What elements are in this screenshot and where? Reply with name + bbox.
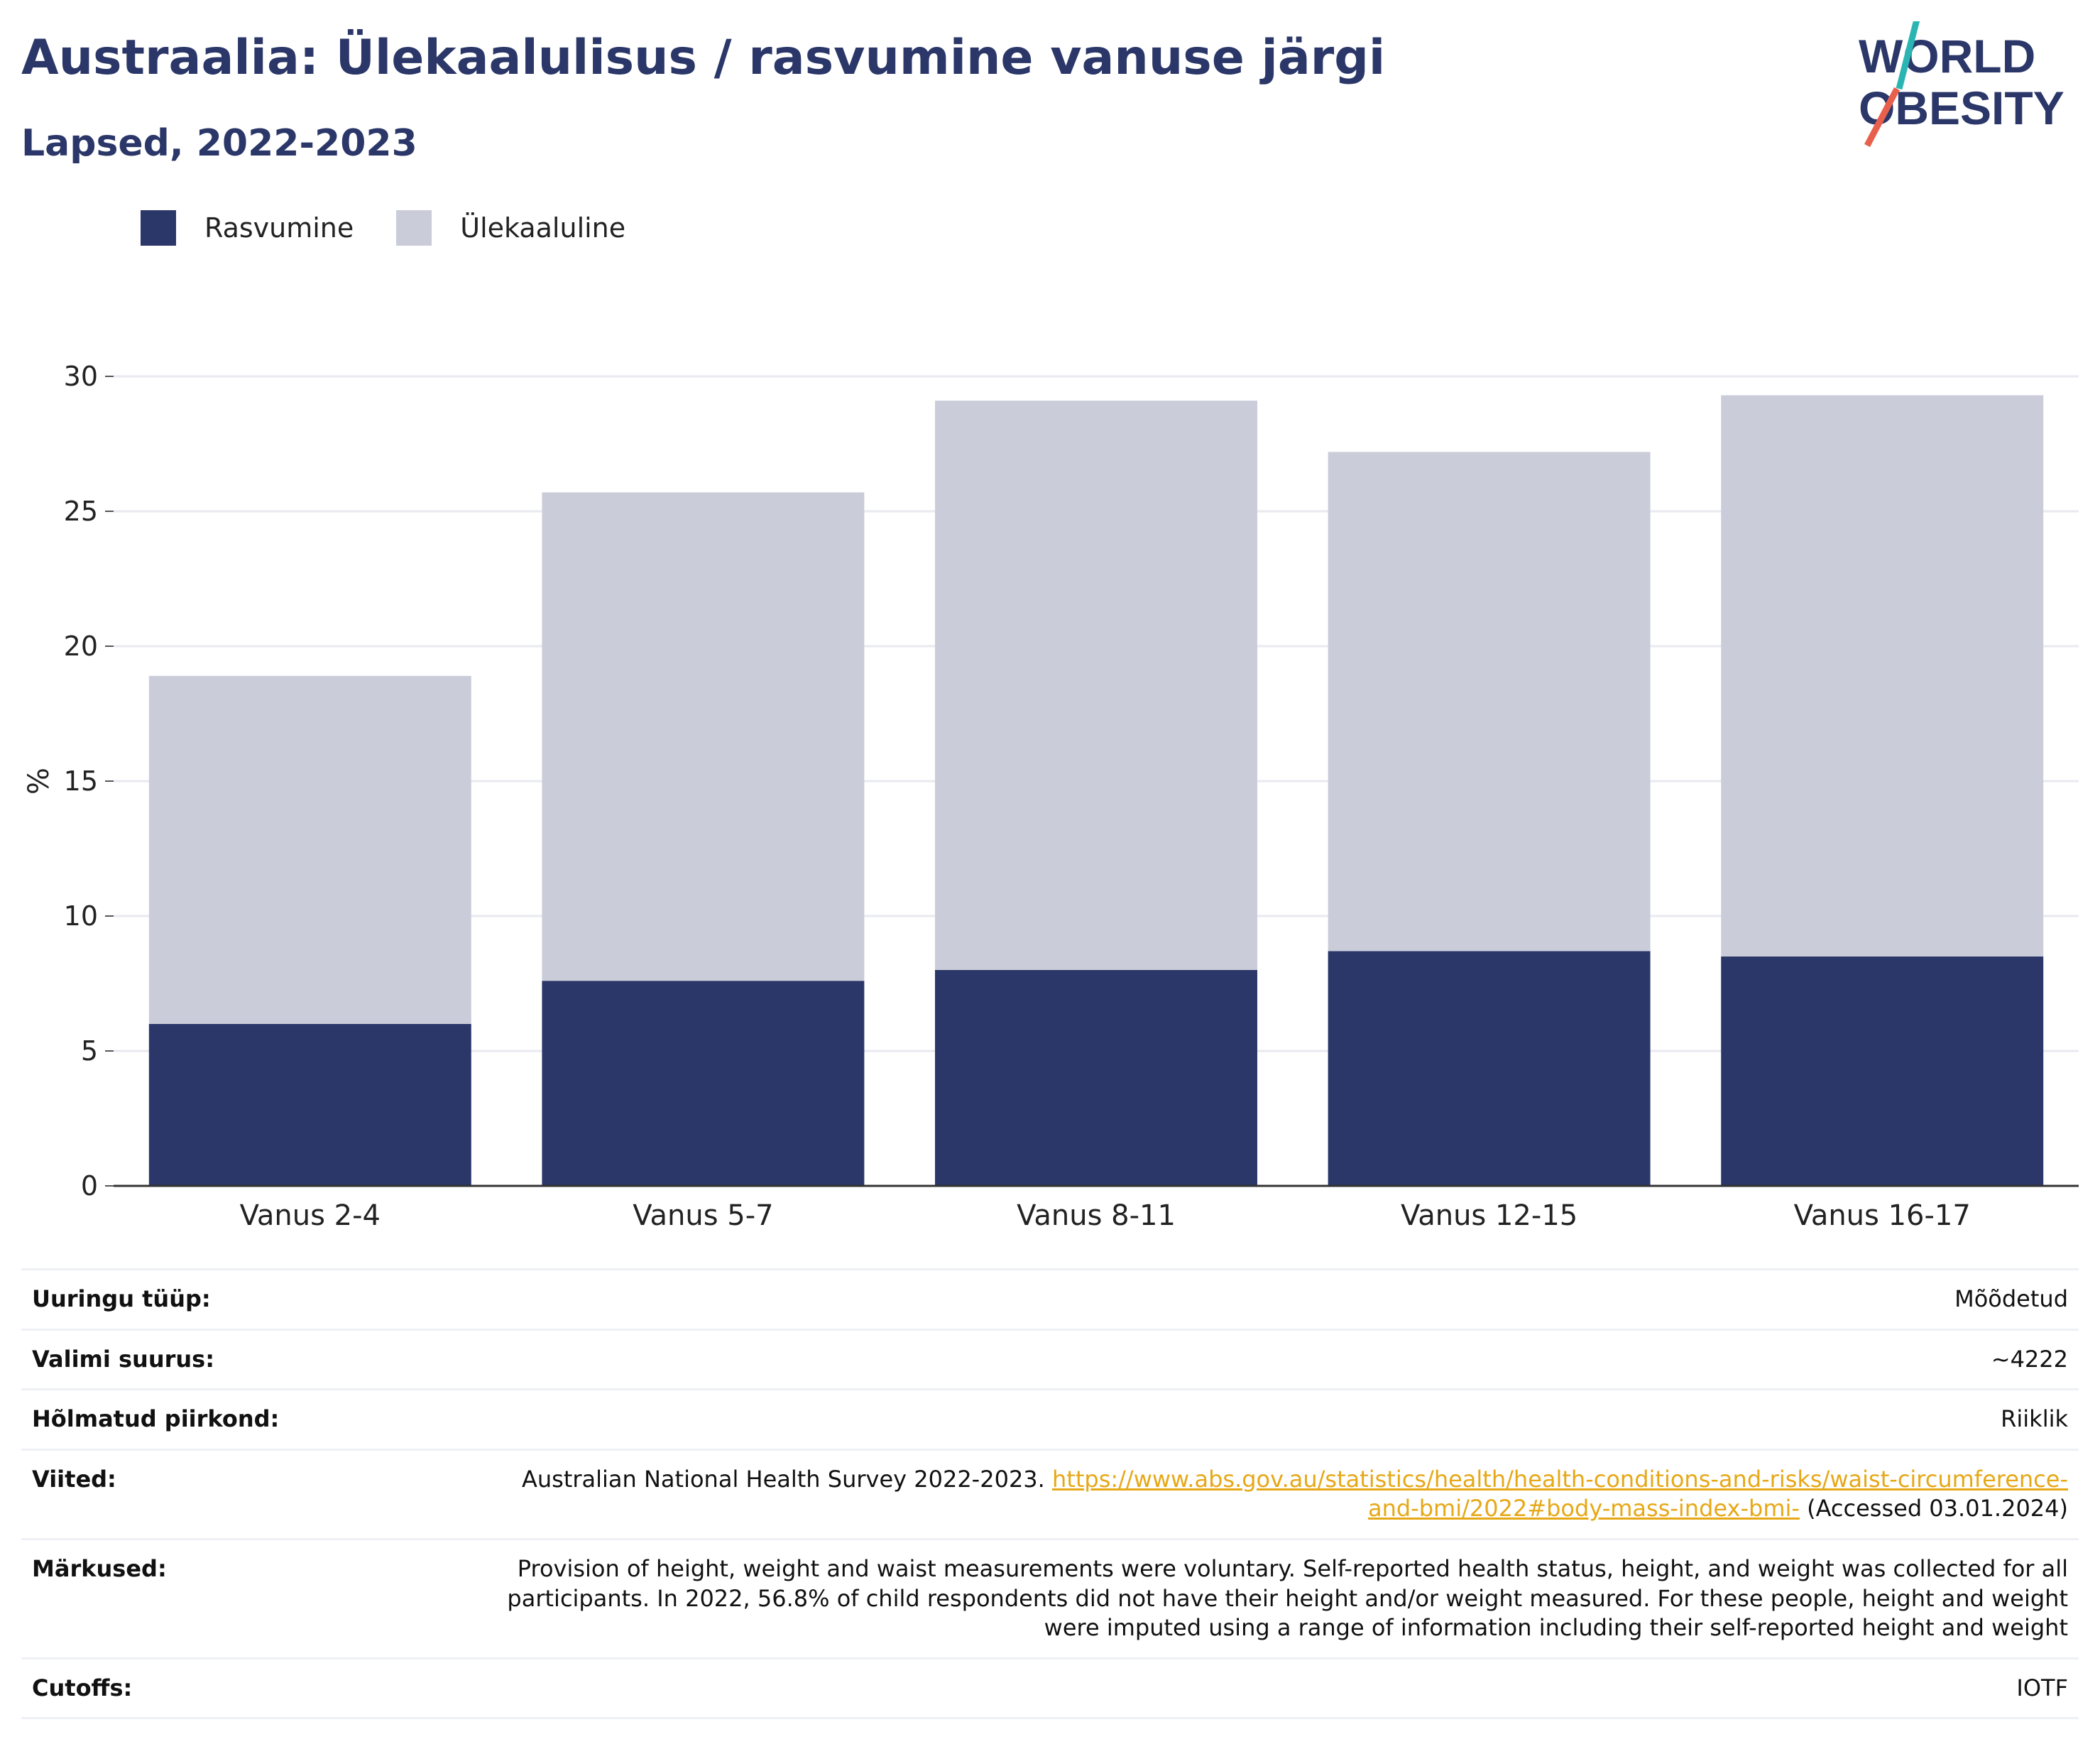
stacked-bar-chart: 0 5 10 15 20 25 30% Vanus 2-4 Vanus 5-7 Vanus 8-1… xyxy=(23,361,2079,1232)
info-row-cutoffs: Cutoffs: IOTF xyxy=(21,1657,2079,1720)
info-row-references: Viited: Australian National Health Surve… xyxy=(21,1448,2079,1540)
info-value: ~4222 xyxy=(469,1328,2079,1390)
y-axis-title: % xyxy=(23,768,55,795)
y-tick-label: 10 xyxy=(64,900,98,932)
x-tick-label: Vanus 12-15 xyxy=(1401,1199,1577,1232)
bar-rasvumine xyxy=(148,1024,471,1186)
chart-legend: Rasvumine Ülekaaluline xyxy=(141,210,668,246)
x-tick-label: Vanus 2-4 xyxy=(240,1199,381,1232)
info-label: Viited: xyxy=(21,1448,469,1540)
y-tick-label: 0 xyxy=(81,1170,98,1202)
chart-title: Austraalia: Ülekaalulisus / rasvumine va… xyxy=(21,30,1386,86)
bar-rasvumine xyxy=(1721,957,2044,1186)
info-value: Provision of height, weight and waist me… xyxy=(469,1537,2079,1659)
bar-ulekaaluline xyxy=(935,401,1257,970)
info-value: Mõõdetud xyxy=(469,1268,2079,1330)
y-tick-label: 15 xyxy=(64,765,98,797)
info-label: Märkused: xyxy=(21,1537,469,1659)
info-label: Cutoffs: xyxy=(21,1657,469,1720)
legend-item-ulekaaluline[interactable]: Ülekaaluline xyxy=(396,210,625,246)
x-tick-label: Vanus 8-11 xyxy=(1017,1199,1176,1232)
bar-ulekaaluline xyxy=(1721,395,2044,957)
bar-rasvumine xyxy=(1328,951,1651,1186)
info-value: IOTF xyxy=(469,1657,2079,1720)
bar-rasvumine xyxy=(542,981,865,1186)
y-tick-label: 5 xyxy=(81,1035,98,1067)
info-value: Riiklik xyxy=(469,1388,2079,1450)
bar-ulekaaluline xyxy=(542,492,865,981)
legend-swatch-rasvumine xyxy=(141,210,176,246)
legend-label-ulekaaluline: Ülekaaluline xyxy=(460,212,626,244)
logo-slash-bottom xyxy=(1864,87,1900,148)
reference-accessed: (Accessed 03.01.2024) xyxy=(1807,1495,2068,1522)
world-obesity-logo: WORLD OBESITY xyxy=(1859,21,2065,148)
legend-label-rasvumine: Rasvumine xyxy=(204,212,354,244)
logo-slash-top xyxy=(1896,21,1920,90)
x-tick-label: Vanus 16-17 xyxy=(1794,1199,1971,1232)
reference-text: Australian National Health Survey 2022-2… xyxy=(521,1465,1045,1493)
info-row-sample-size: Valimi suurus: ~4222 xyxy=(21,1328,2079,1390)
info-row-area-covered: Hõlmatud piirkond: Riiklik xyxy=(21,1388,2079,1450)
chart-subtitle: Lapsed, 2022-2023 xyxy=(21,122,417,165)
info-row-notes: Märkused: Provision of height, weight an… xyxy=(21,1537,2079,1659)
legend-item-rasvumine[interactable]: Rasvumine xyxy=(141,210,354,246)
legend-swatch-ulekaaluline xyxy=(396,210,432,246)
survey-info-table: Uuringu tüüp: Mõõdetud Valimi suurus: ~4… xyxy=(21,1268,2079,1720)
info-row-survey-type: Uuringu tüüp: Mõõdetud xyxy=(21,1268,2079,1330)
y-tick-label: 20 xyxy=(64,631,98,662)
bar-ulekaaluline xyxy=(148,675,471,1024)
x-tick-label: Vanus 5-7 xyxy=(633,1199,773,1232)
reference-link[interactable]: https://www.abs.gov.au/statistics/health… xyxy=(1052,1465,2068,1522)
info-value: Australian National Health Survey 2022-2… xyxy=(469,1448,2079,1540)
info-label: Valimi suurus: xyxy=(21,1328,469,1390)
y-tick-label: 25 xyxy=(64,496,98,527)
y-tick-label: 30 xyxy=(64,361,98,392)
logo-line1: WORLD xyxy=(1859,30,2035,82)
info-label: Hõlmatud piirkond: xyxy=(21,1388,469,1450)
bar-rasvumine xyxy=(935,970,1257,1186)
info-label: Uuringu tüüp: xyxy=(21,1268,469,1330)
bar-ulekaaluline xyxy=(1328,452,1651,952)
